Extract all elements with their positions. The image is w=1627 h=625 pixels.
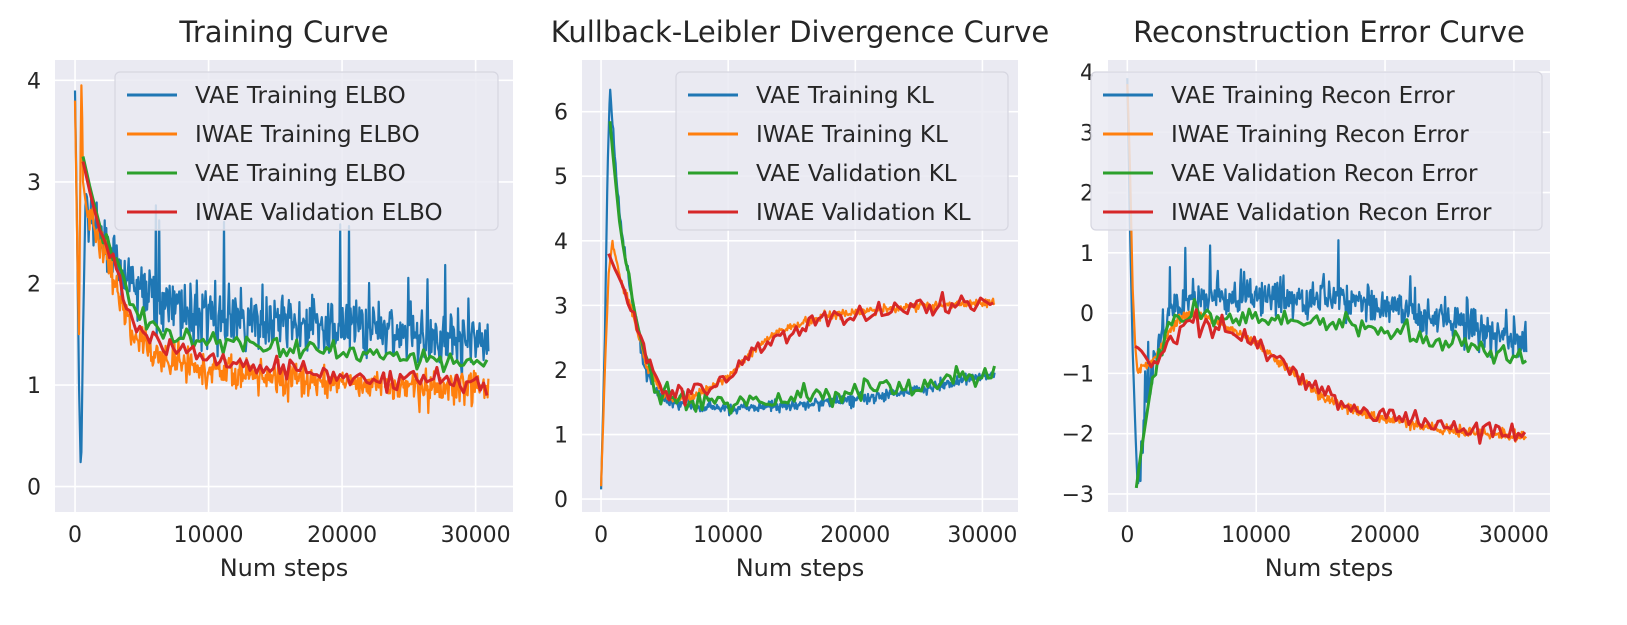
- kl-panel: 0 10000 20000 30000 0 1 2 3 4 5 6 Kullback-Leibler …: [551, 15, 1049, 582]
- recon-x-tick-label: 0: [1120, 523, 1134, 548]
- kl-plot-area: [600, 88, 996, 490]
- recon-legend-label-3: VAE Validation Recon Error: [1171, 161, 1478, 187]
- kl-y-tick-label: 0: [554, 488, 568, 513]
- recon-x-tick-label: 10000: [1221, 523, 1291, 548]
- kl-x-tick-label: 20000: [820, 523, 890, 548]
- kl-series-line-3: [608, 121, 996, 415]
- recon-y-tick-label: 1: [1080, 242, 1094, 267]
- recon-panel: 0 10000 20000 30000−3−2−101234Reconstructio…: [1062, 15, 1550, 582]
- training-series-line-2: [73, 84, 490, 415]
- training-y-tick-label: 2: [27, 272, 41, 297]
- recon-x-axis-label: Num steps: [1265, 554, 1394, 582]
- kl-x-axis-label: Num steps: [736, 554, 865, 582]
- training-legend-label-1: VAE Training ELBO: [195, 83, 406, 109]
- recon-title: Reconstruction Error Curve: [1133, 15, 1525, 49]
- kl-x-tick-label: 10000: [693, 523, 763, 548]
- recon-plot-area: [1126, 78, 1528, 489]
- recon-legend: VAE Training Recon Error IWAE Training Re…: [1090, 71, 1543, 231]
- kl-legend-label-3: VAE Validation KL: [756, 161, 957, 187]
- recon-y-tick-label: −3: [1062, 483, 1094, 508]
- training-y-tick-label: 3: [27, 171, 41, 196]
- training-x-tick-label: 30000: [441, 523, 511, 548]
- kl-title: Kullback-Leibler Divergence Curve: [551, 15, 1049, 49]
- recon-legend-box: [1090, 71, 1543, 231]
- training-legend-label-4: IWAE Validation ELBO: [195, 200, 443, 226]
- kl-legend-label-1: VAE Training KL: [756, 83, 934, 109]
- training-x-tick-label: 10000: [174, 523, 244, 548]
- recon-legend-label-1: VAE Training Recon Error: [1171, 83, 1455, 109]
- recon-y-tick-label: −1: [1062, 362, 1094, 387]
- recon-y-tick-label: 0: [1080, 302, 1094, 327]
- training-legend-box: [114, 71, 499, 231]
- training-series-line-4: [81, 161, 489, 396]
- training-legend: VAE Training ELBO IWAE Training ELBO VAE T…: [114, 71, 499, 231]
- training-x-tick-label: 0: [68, 523, 82, 548]
- training-legend-label-2: IWAE Training ELBO: [195, 122, 420, 148]
- training-plot-area: [73, 84, 490, 464]
- training-x-tick-label: 20000: [307, 523, 377, 548]
- kl-y-tick-label: 1: [554, 424, 568, 449]
- recon-series-line-3: [1134, 298, 1528, 489]
- recon-x-tick-label: 30000: [1479, 523, 1549, 548]
- kl-legend: VAE Training KL IWAE Training KL VAE Valid…: [675, 71, 1009, 231]
- training-legend-label-3: VAE Training ELBO: [195, 161, 406, 187]
- recon-legend-label-4: IWAE Validation Recon Error: [1171, 200, 1492, 226]
- training-panel: 0 10000 20000 30000 0 1 2 3 4 Training Curve Num s…: [27, 15, 513, 582]
- kl-series-line-1: [600, 88, 996, 490]
- kl-legend-box: [675, 71, 1009, 231]
- training-x-axis-label: Num steps: [220, 554, 349, 582]
- kl-series-line-4: [607, 253, 994, 407]
- training-y-tick-label: 4: [27, 69, 41, 94]
- kl-y-tick-label: 3: [554, 294, 568, 319]
- training-y-tick-label: 0: [27, 476, 41, 501]
- kl-y-tick-label: 2: [554, 359, 568, 384]
- kl-y-tick-label: 5: [554, 165, 568, 190]
- recon-x-tick-label: 20000: [1350, 523, 1420, 548]
- recon-legend-label-2: IWAE Training Recon Error: [1171, 122, 1469, 148]
- training-y-tick-label: 1: [27, 374, 41, 399]
- kl-x-tick-label: 30000: [947, 523, 1017, 548]
- recon-series-line-4: [1134, 308, 1527, 445]
- kl-y-tick-label: 4: [554, 230, 568, 255]
- training-series-line-3: [81, 156, 489, 374]
- kl-legend-label-2: IWAE Training KL: [756, 122, 948, 148]
- training-title: Training Curve: [178, 15, 388, 49]
- kl-x-tick-label: 0: [594, 523, 608, 548]
- recon-y-tick-label: −2: [1062, 423, 1094, 448]
- kl-legend-label-4: IWAE Validation KL: [756, 200, 971, 226]
- kl-y-tick-label: 6: [554, 101, 568, 126]
